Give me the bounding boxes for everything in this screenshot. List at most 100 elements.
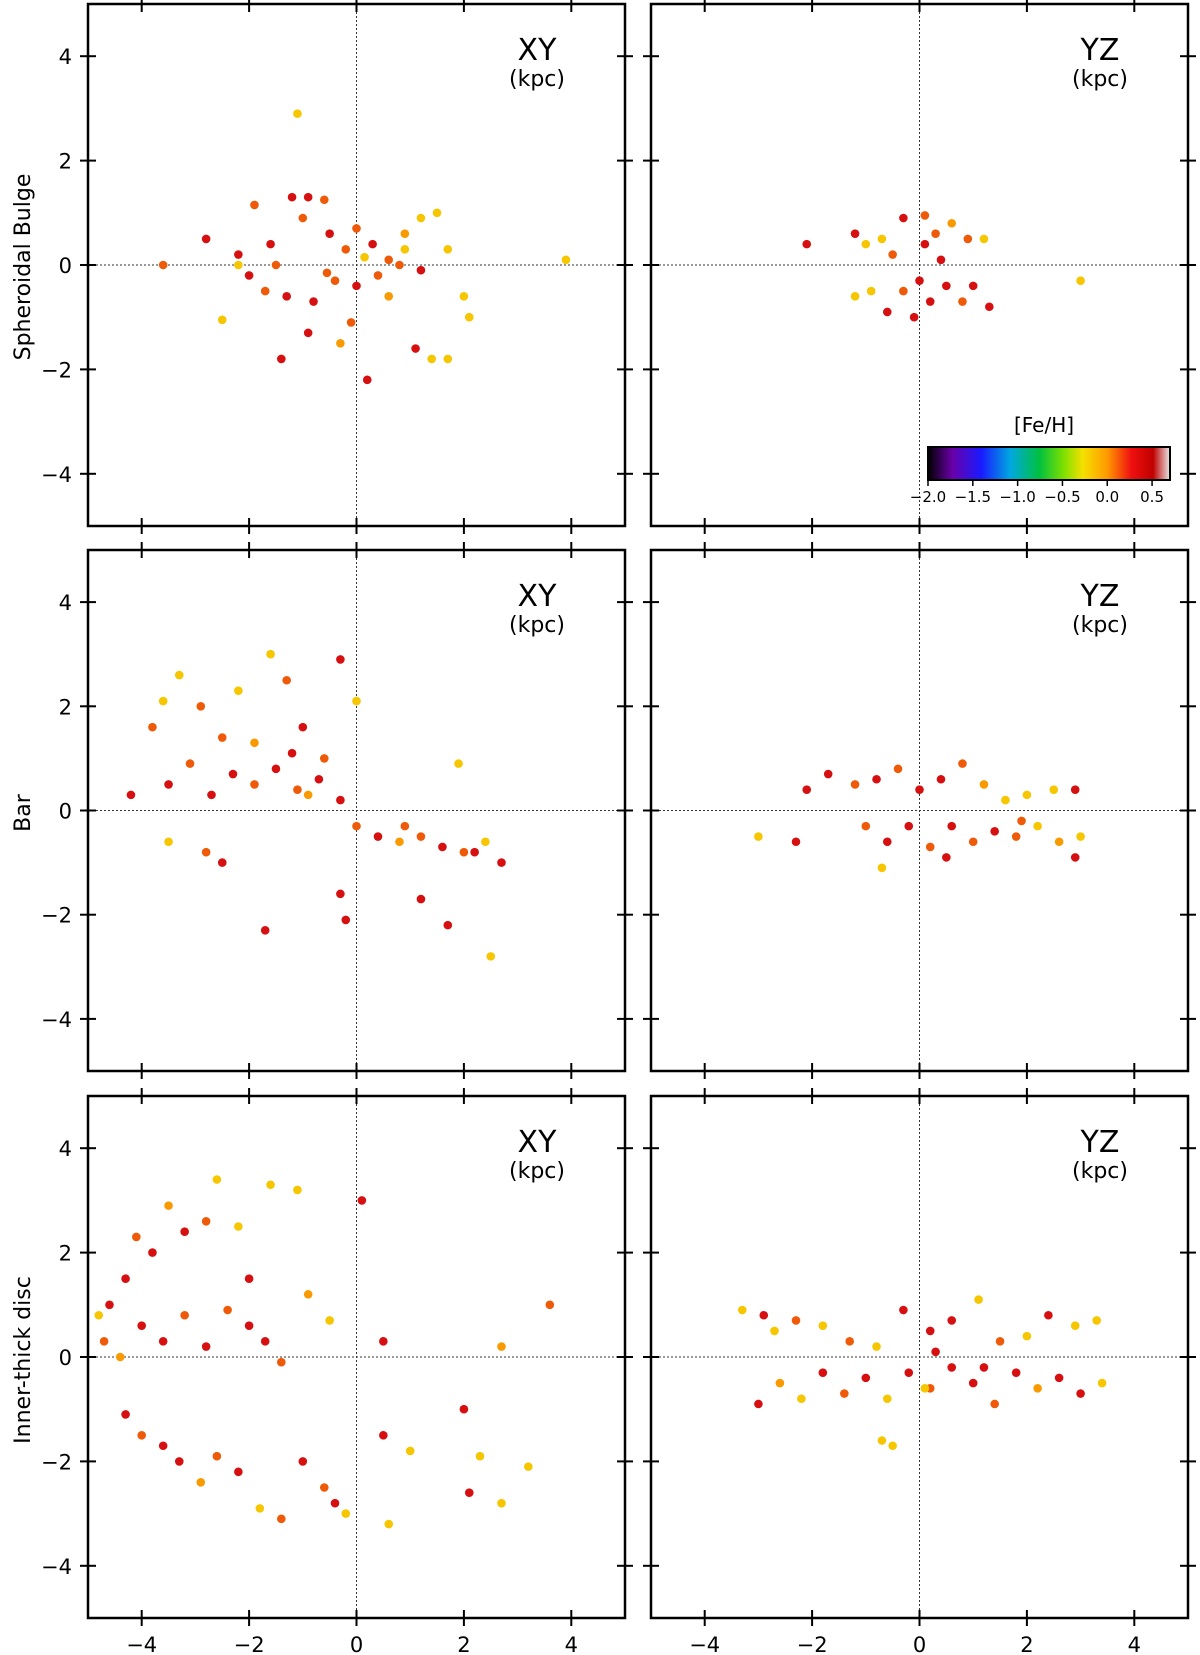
data-point: [958, 297, 967, 306]
data-point: [411, 344, 420, 353]
data-point: [368, 239, 377, 249]
data-point: [958, 759, 967, 768]
panel-unit: (kpc): [509, 613, 565, 638]
data-point: [754, 832, 763, 841]
row-label-inner-thick-disc: Inner-thick disc: [11, 1276, 36, 1444]
data-point: [384, 292, 394, 301]
data-point: [164, 837, 173, 847]
data-point: [303, 328, 313, 338]
data-point: [947, 218, 957, 228]
data-point: [260, 286, 270, 296]
data-point: [277, 354, 286, 364]
panel-title: XY: [518, 33, 558, 68]
panel-title: XY: [518, 579, 558, 614]
data-point: [797, 1394, 806, 1404]
data-point: [454, 759, 463, 768]
data-point: [438, 842, 447, 852]
data-point: [759, 1310, 769, 1320]
data-point: [1076, 1389, 1085, 1398]
data-point: [132, 1232, 141, 1242]
data-point: [802, 785, 812, 794]
data-point: [486, 952, 496, 961]
data-point: [872, 1342, 881, 1351]
data-point: [180, 1227, 189, 1237]
data-point: [196, 702, 206, 711]
data-point: [379, 1337, 388, 1346]
data-point: [384, 255, 394, 265]
data-point: [164, 780, 173, 789]
data-point: [341, 915, 351, 925]
data-point: [443, 245, 453, 254]
data-point: [250, 200, 259, 210]
data-point: [158, 696, 168, 706]
data-point: [915, 785, 924, 794]
panel-bar-xy: 4 2 0 −2 −4 XY(kpc): [41, 542, 633, 1079]
data-point: [920, 211, 930, 220]
data-point: [791, 837, 801, 847]
data-point: [293, 1185, 302, 1195]
data-point: [201, 847, 211, 857]
data-point: [925, 297, 935, 306]
data-point: [164, 1201, 173, 1210]
data-point: [1070, 785, 1080, 794]
data-point: [260, 926, 270, 935]
data-point: [432, 208, 442, 218]
data-point: [373, 832, 383, 841]
data-point: [379, 1431, 388, 1440]
data-point: [212, 1175, 222, 1184]
data-point: [298, 722, 308, 732]
data-point: [400, 821, 410, 831]
data-point: [234, 686, 243, 695]
data-point: [282, 675, 291, 685]
data-point: [818, 1368, 828, 1377]
data-point: [416, 894, 426, 904]
data-point: [293, 109, 302, 118]
colorbar-tick-label: 0.5: [1140, 488, 1164, 506]
data-point: [180, 1310, 189, 1320]
data-point: [330, 1498, 340, 1508]
data-point: [850, 292, 860, 301]
data-point: [158, 260, 168, 270]
y-tick-label: −2: [41, 358, 72, 382]
data-point: [861, 1373, 871, 1383]
data-point: [244, 1274, 254, 1283]
data-point: [979, 1363, 989, 1372]
data-point: [185, 759, 195, 768]
colorbar: [Fe/H] −2.0 −1.5 −1.0 −0.5 0.0 0.5: [910, 413, 1171, 506]
data-point: [395, 837, 404, 847]
data-point: [470, 847, 479, 857]
data-point: [416, 213, 426, 223]
data-point: [1070, 1321, 1080, 1330]
data-point: [942, 853, 951, 862]
data-point: [845, 1337, 854, 1346]
data-point: [1044, 1310, 1053, 1320]
data-point: [360, 252, 369, 262]
data-point: [1054, 837, 1064, 847]
data-point: [325, 229, 334, 238]
data-point: [968, 1378, 978, 1388]
y-tick-label: 0: [59, 1346, 72, 1370]
panel-unit: (kpc): [1072, 1159, 1128, 1184]
data-point: [850, 780, 860, 789]
data-point: [985, 302, 994, 312]
data-point: [1092, 1316, 1102, 1325]
data-point: [1017, 816, 1026, 826]
data-point: [341, 245, 351, 254]
data-point: [234, 260, 243, 270]
data-point: [427, 354, 436, 364]
y-tick-label: 2: [59, 150, 72, 174]
data-point: [925, 1326, 935, 1336]
data-point: [882, 837, 892, 847]
data-point: [158, 1441, 168, 1451]
data-point: [282, 292, 291, 301]
y-tick-label: 0: [59, 254, 72, 278]
data-point: [266, 1180, 275, 1190]
colorbar-tick-label: −2.0: [910, 488, 946, 506]
x-tick-label: 0: [350, 1633, 363, 1655]
data-point: [818, 1321, 828, 1330]
data-point: [346, 318, 356, 327]
panel-title: XY: [518, 1125, 558, 1160]
data-point: [877, 863, 887, 873]
data-point: [1022, 1331, 1032, 1341]
y-tick-label: −2: [41, 1450, 72, 1474]
